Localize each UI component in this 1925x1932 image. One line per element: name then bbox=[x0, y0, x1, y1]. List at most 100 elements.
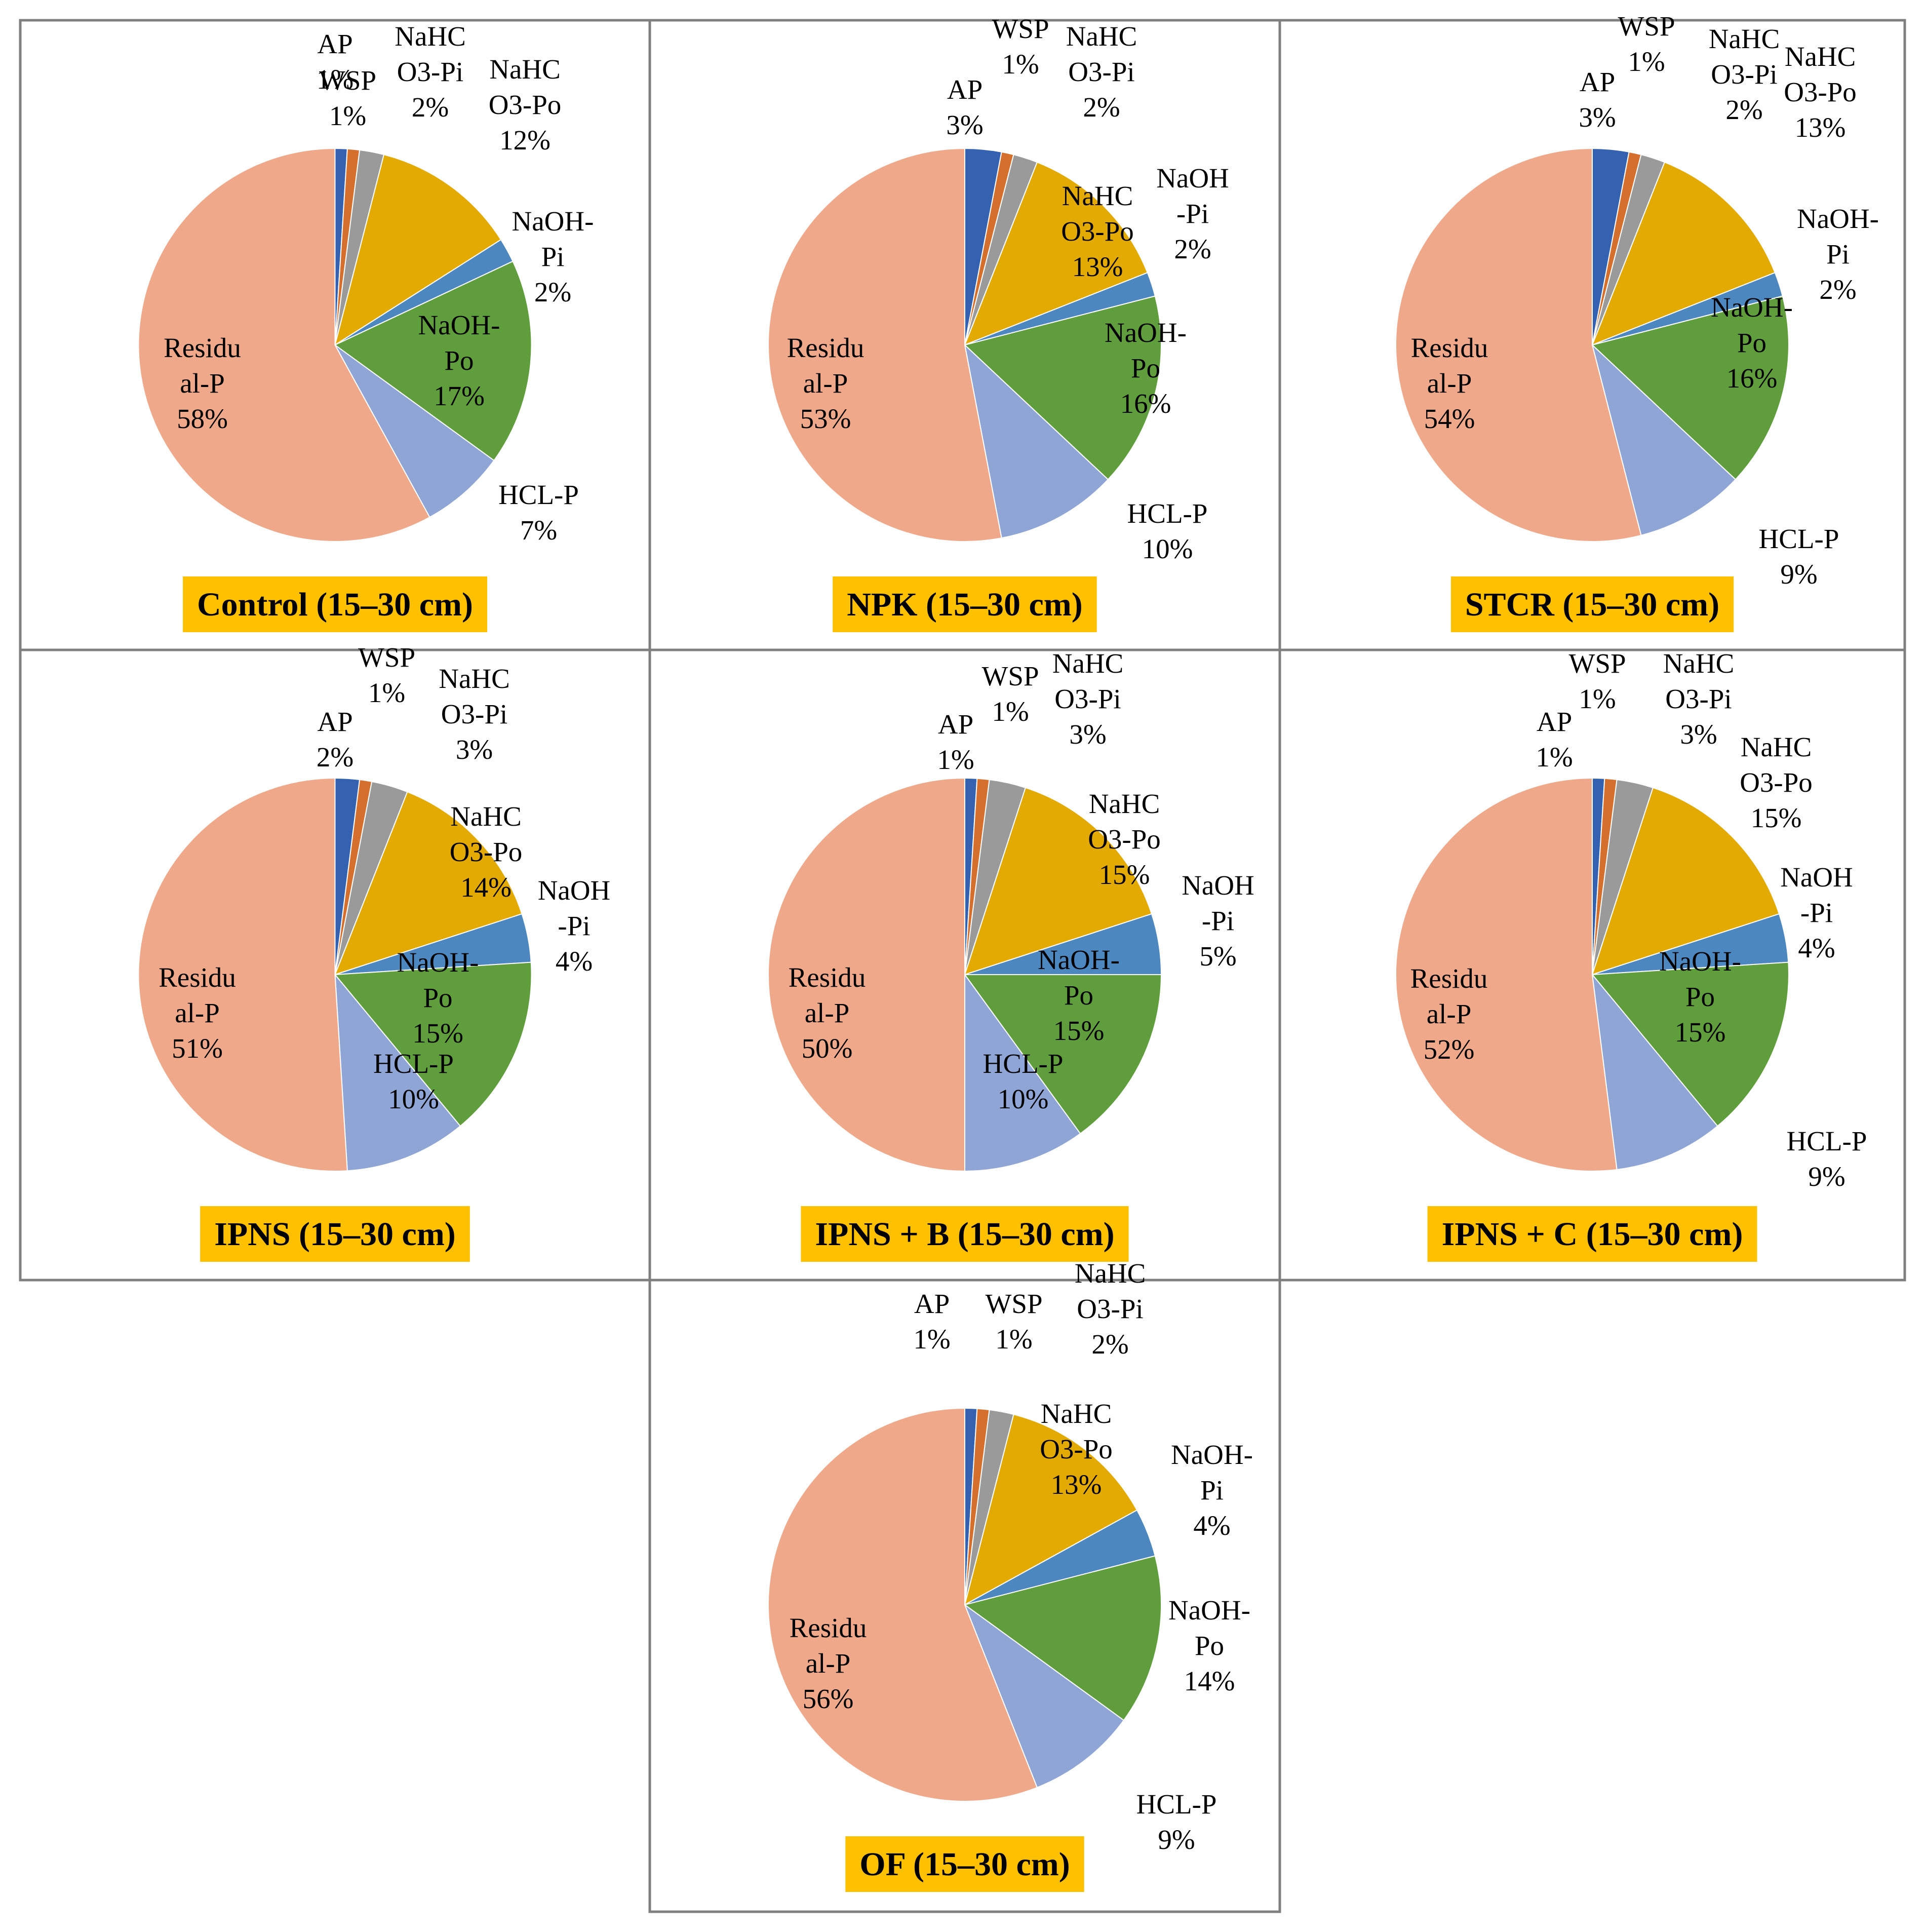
slice-data-label: NaHC O3-Po 12% bbox=[489, 54, 562, 156]
slice-data-label: NaOH-Po 15% bbox=[1038, 944, 1120, 1046]
slice-data-label: NaOH-Po 16% bbox=[1105, 317, 1187, 419]
pie-slice-nahco3-po bbox=[1591, 161, 1776, 346]
pie-slice-residual-p bbox=[768, 777, 965, 1172]
chart-title: IPNS + C (15–30 cm) bbox=[1442, 1216, 1743, 1253]
pie-slice-nahco3-po bbox=[1591, 787, 1780, 976]
slice-data-label: NaHC O3-Po 15% bbox=[1740, 731, 1813, 833]
slice-data-label: NaHC O3-Pi 3% bbox=[1052, 648, 1124, 750]
pie-slice-nahco3-po bbox=[964, 161, 1149, 346]
slice-data-label: AP 3% bbox=[946, 74, 983, 140]
title-background bbox=[801, 1206, 1129, 1262]
pie-panel: AP 2%WSP 1% NaHC O3-Pi 3% NaHC O3-Po 14% NaOH -Pi 4… bbox=[19, 642, 651, 1282]
title-background bbox=[200, 1206, 470, 1262]
pie-slice-hcl-p bbox=[334, 344, 495, 518]
slice-data-label: AP 1% bbox=[1536, 706, 1573, 772]
pie-slice-hcl-p bbox=[334, 973, 461, 1172]
panel-border bbox=[648, 1279, 1281, 1913]
pie-panel: AP 1%WSP 1%NaHC O3-Pi 3% NaHC O3-Po 15% NaOH -Pi 5… bbox=[648, 648, 1281, 1282]
title-background bbox=[1450, 576, 1734, 632]
slice-data-label: WSP 1% bbox=[1568, 648, 1626, 714]
slice-data-label: AP 1% bbox=[317, 28, 353, 95]
slice-data-label: Residu al-P 51% bbox=[159, 962, 236, 1064]
panel-border bbox=[1278, 648, 1906, 1282]
chart-title-badge: IPNS + B (15–30 cm) bbox=[801, 1206, 1129, 1262]
slice-data-label: AP 3% bbox=[1579, 66, 1616, 133]
chart-title: IPNS (15–30 cm) bbox=[214, 1216, 456, 1253]
slice-data-label: Residu al-P 56% bbox=[790, 1612, 867, 1714]
slice-data-label: HCL-P 9% bbox=[1136, 1789, 1217, 1855]
slice-data-label: HCL-P 10% bbox=[983, 1048, 1064, 1114]
slice-data-label: NaHC O3-Pi 3% bbox=[439, 663, 510, 765]
pie-slice-residual-p bbox=[138, 147, 430, 542]
slice-data-label: NaHC O3-Pi 2% bbox=[1075, 1258, 1146, 1360]
slice-data-label: HCL-P 10% bbox=[373, 1048, 454, 1114]
slice-data-label: HCL-P 9% bbox=[1787, 1126, 1867, 1192]
slice-data-label: HCL-P 10% bbox=[1127, 498, 1208, 564]
slice-data-label: NaHC O3-Pi 3% bbox=[1663, 648, 1735, 750]
slice-data-label: NaHC O3-Po 15% bbox=[1088, 788, 1161, 890]
slice-data-label: NaHC O3-Po 13% bbox=[1784, 41, 1857, 143]
pie-slice-naoh-po bbox=[1591, 961, 1789, 1127]
slice-data-label: HCL-P 9% bbox=[1759, 523, 1839, 590]
slice-data-label: NaOH-Po 14% bbox=[1168, 1595, 1250, 1696]
pie-slice-residual-p bbox=[768, 147, 1002, 542]
slice-data-label: WSP 1% bbox=[981, 661, 1039, 727]
slice-data-label: NaOH -Pi 5% bbox=[1182, 870, 1254, 972]
pie-panel: AP 1%WSP 1% NaHC O3-Pi 3% NaHC O3-Po 15% NaOH -Pi 4… bbox=[1278, 648, 1906, 1282]
chart-title: STCR (15–30 cm) bbox=[1465, 586, 1719, 623]
slice-data-label: NaOH-Po 15% bbox=[397, 947, 479, 1049]
slice-data-label: Residu al-P 58% bbox=[164, 332, 241, 434]
pie-slice-hcl-p bbox=[1591, 973, 1718, 1171]
slice-data-label: AP 2% bbox=[317, 706, 353, 772]
chart-title: OF (15–30 cm) bbox=[859, 1846, 1070, 1883]
slice-data-label: NaHC O3-Pi 2% bbox=[1709, 23, 1780, 125]
title-background bbox=[183, 576, 487, 632]
pie-slice-naoh-po bbox=[1591, 295, 1789, 481]
slice-data-label: HCL-P 7% bbox=[498, 479, 579, 546]
pie-slice-naoh-po bbox=[334, 961, 532, 1127]
slice-data-label: Residu al-P 50% bbox=[789, 962, 866, 1064]
chart-title-badge: NPK (15–30 cm) bbox=[833, 576, 1097, 632]
slice-data-label: WSP 1% bbox=[319, 65, 376, 131]
pie-slice-naoh-po bbox=[963, 1555, 1162, 1721]
slice-data-label: NaOH-Po 16% bbox=[1711, 292, 1793, 394]
slice-data-label: Residu al-P 53% bbox=[787, 332, 865, 434]
slice-data-label: WSP 1% bbox=[1618, 11, 1675, 77]
title-background bbox=[845, 1836, 1084, 1892]
pie-slice-hcl-p bbox=[1591, 343, 1737, 536]
pie-slice-nahco3-po bbox=[334, 153, 502, 346]
slice-data-label: NaHC O3-Po 13% bbox=[1040, 1398, 1113, 1500]
pie-panel: AP 1% WSP 1% NaHC O3-Pi 2% NaHC O3-Po 13% NaOH-Pi 4… bbox=[648, 1258, 1281, 1913]
slice-data-label: NaOH-Po 17% bbox=[418, 310, 500, 411]
slice-data-label: NaHC O3-Po 13% bbox=[1061, 180, 1134, 282]
chart-title: NPK (15–30 cm) bbox=[847, 586, 1083, 623]
pie-panel: AP 1%WSP 1% NaHC O3-Pi 2% NaHC O3-Po 12% NaOH-Pi 2… bbox=[19, 19, 651, 651]
pie-slice-residual-p bbox=[768, 1407, 1038, 1802]
slice-data-label: WSP 1% bbox=[985, 1288, 1042, 1355]
pie-slice-residual-p bbox=[1395, 147, 1642, 542]
slice-data-label: AP 1% bbox=[937, 709, 974, 775]
pie-slice-naoh-po bbox=[963, 295, 1162, 481]
chart-title-badge: IPNS (15–30 cm) bbox=[200, 1206, 470, 1262]
chart-title-badge: STCR (15–30 cm) bbox=[1450, 576, 1734, 632]
slice-data-label: NaHC O3-Pi 2% bbox=[1066, 21, 1137, 123]
chart-title: Control (15–30 cm) bbox=[197, 586, 473, 623]
pie-slice-nahco3-po bbox=[964, 1413, 1138, 1606]
pie-slice-residual-p bbox=[138, 777, 348, 1172]
slice-data-label: NaHC O3-Pi 2% bbox=[395, 21, 466, 123]
slice-data-label: AP 1% bbox=[913, 1288, 950, 1355]
chart-title: IPNS + B (15–30 cm) bbox=[815, 1216, 1114, 1253]
slice-data-label: NaOH-Po 15% bbox=[1659, 946, 1741, 1048]
title-background bbox=[1427, 1206, 1757, 1262]
slice-data-label: Residu al-P 54% bbox=[1411, 332, 1488, 434]
slice-data-label: WSP 1% bbox=[992, 13, 1049, 80]
pie-slice-naoh-po bbox=[334, 260, 532, 461]
